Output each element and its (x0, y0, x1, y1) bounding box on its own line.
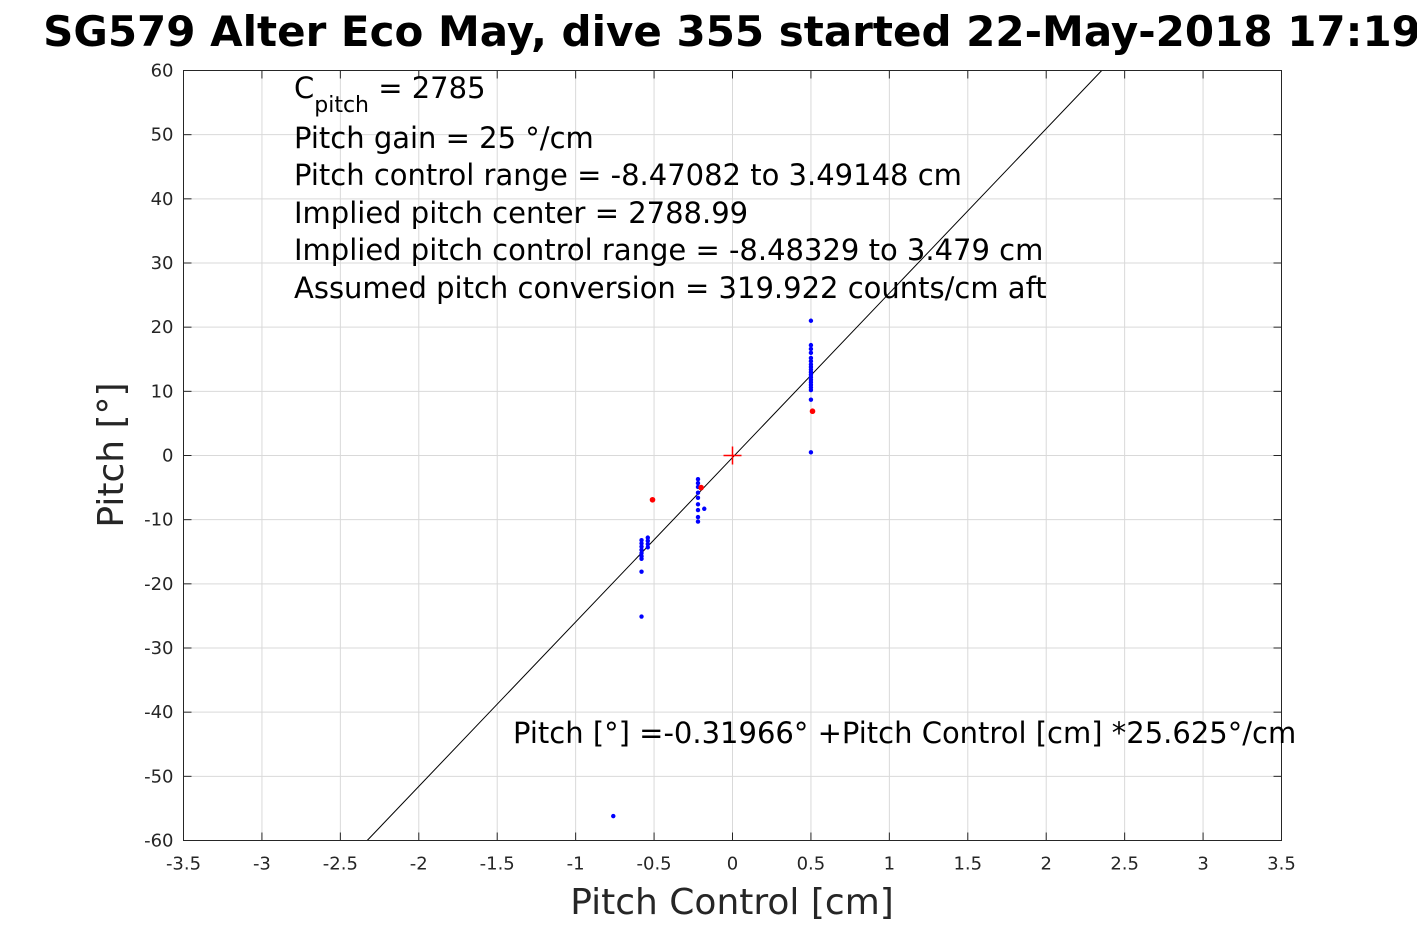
x-tick-label: 0 (727, 854, 738, 875)
implied-pitch-control-range-annotation: Implied pitch control range = -8.48329 t… (294, 233, 1043, 267)
fit-equation-annotation: Pitch [°] =-0.31966° +Pitch Control [cm]… (513, 716, 1296, 750)
x-tick-label: -1.5 (480, 854, 515, 875)
data-point (695, 477, 701, 482)
cpitch-main: C (294, 71, 314, 105)
x-tick-label: -3.5 (166, 854, 201, 875)
data-point (639, 614, 644, 619)
x-tick-label: 3 (1197, 854, 1208, 875)
data-point (639, 541, 644, 546)
y-tick-label: 50 (151, 125, 174, 146)
y-tick-label: 30 (151, 253, 174, 274)
data-point (808, 387, 814, 393)
pitch-gain-annotation: Pitch gain = 25 °/cm (294, 121, 594, 155)
x-tick-labels: -3.5 -3 -2.5 -2 -1.5 -1 -0.5 0 0.5 1 1.5 2 2.5 3 3.5 (166, 854, 1296, 875)
data-point (808, 397, 814, 402)
data-point (645, 541, 650, 547)
pitch-conversion-annotation: Assumed pitch conversion = 319.922 count… (294, 271, 1047, 305)
data-point (808, 346, 814, 352)
x-tick-label: 0.5 (797, 854, 826, 875)
y-tick-label: 10 (151, 381, 174, 402)
chart-title: SG579 Alter Eco May, dive 355 started 22… (43, 7, 1417, 56)
plot-frame (183, 70, 1282, 841)
data-point (695, 480, 701, 486)
data-point (645, 535, 650, 540)
y-tick-label: 0 (162, 446, 173, 467)
data-point (809, 408, 816, 415)
data-point (639, 550, 644, 556)
data-point (702, 506, 707, 511)
cpitch-annotation: Cpitch = 2785 (294, 71, 486, 118)
x-tick-label: 3.5 (1267, 854, 1296, 875)
data-point (645, 545, 650, 550)
data-point (695, 519, 701, 524)
cpitch-value: = 2785 (369, 71, 486, 105)
pitch-control-range-annotation: Pitch control range = -8.47082 to 3.4914… (294, 158, 962, 192)
y-tick-label: -20 (144, 574, 173, 595)
center-marker-layer (723, 446, 742, 465)
data-point (649, 496, 656, 503)
data-point (808, 350, 814, 356)
y-axis-label: Pitch [°] (91, 382, 132, 527)
data-point (695, 490, 701, 495)
data-point (639, 569, 644, 574)
data-point (695, 495, 701, 501)
data-point (808, 450, 814, 455)
x-tick-label: -3 (253, 854, 271, 875)
data-point (808, 342, 814, 348)
data-point (639, 538, 644, 543)
y-tick-label: 20 (151, 317, 174, 338)
x-tick-label: -1 (567, 854, 585, 875)
y-tick-label: -50 (144, 766, 173, 787)
x-tick-label: -0.5 (637, 854, 672, 875)
data-point (695, 514, 701, 520)
data-point (695, 502, 701, 507)
y-tick-label: 60 (151, 61, 174, 82)
y-tick-label: -30 (144, 638, 173, 659)
y-tick-label: -40 (144, 702, 173, 723)
data-point (611, 813, 616, 819)
data-points (611, 318, 816, 819)
x-tick-label: 1 (884, 854, 895, 875)
data-point (645, 538, 650, 544)
x-tick-label: 2 (1040, 854, 1051, 875)
x-tick-label: 1.5 (953, 854, 982, 875)
y-tick-label: -10 (144, 510, 173, 531)
data-point (808, 358, 814, 364)
y-tick-labels: -60 -50 -40 -30 -20 -10 0 10 20 30 40 50 60 (144, 61, 173, 852)
data-point (808, 318, 814, 323)
data-point (698, 484, 704, 491)
data-point (639, 544, 644, 549)
data-point (695, 507, 701, 513)
data-point (639, 556, 644, 562)
y-tick-label: 40 (151, 189, 174, 210)
x-tick-label: 2.5 (1110, 854, 1139, 875)
data-point (808, 355, 814, 361)
x-axis-label: Pitch Control [cm] (570, 882, 894, 923)
data-point (639, 547, 644, 553)
x-tick-label: -2.5 (323, 854, 358, 875)
cpitch-subscript: pitch (314, 93, 369, 118)
x-tick-label: -2 (410, 854, 428, 875)
grid-lines (183, 70, 1282, 841)
y-tick-label: -60 (144, 831, 173, 852)
implied-pitch-center-annotation: Implied pitch center = 2788.99 (294, 196, 748, 230)
